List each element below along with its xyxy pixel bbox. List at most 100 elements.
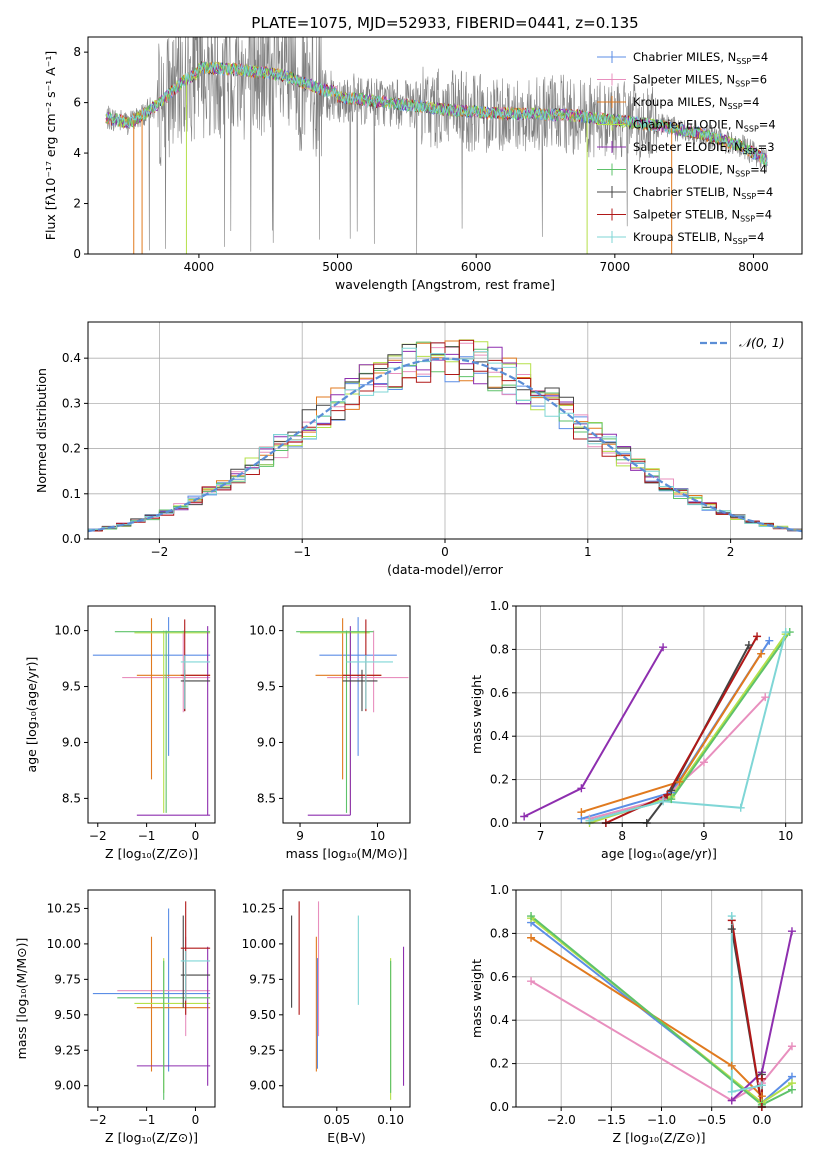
series-kroupa-miles	[530, 936, 763, 1097]
y-tick-label: 0.6	[490, 686, 509, 700]
y-tick-label: 0.4	[490, 729, 509, 743]
marker-kroupa-stelib	[727, 912, 736, 921]
y-tick-label: 9.75	[249, 972, 276, 986]
plot-area	[92, 901, 211, 1100]
y-tick-label: 0.2	[490, 773, 509, 787]
x-tick-label: −1	[138, 1113, 156, 1127]
y-tick-label: 8.5	[257, 791, 276, 805]
marker-kroupa-miles	[527, 933, 536, 942]
x-tick-label: 9	[700, 829, 708, 843]
y-tick-label: 10.0	[249, 624, 276, 638]
panel-age_vs_mass: 9 10 8.5 9.0 9.5 10.0 mass [log₁₀(M/M⊙)]	[249, 605, 411, 861]
y-tick-label: 8.5	[62, 791, 81, 805]
plot-area	[530, 915, 793, 1107]
axes-frame	[87, 889, 216, 1108]
y-tick-label: 0.2	[62, 442, 81, 456]
x-axis-label: E(B-V)	[327, 1130, 366, 1145]
y-tick-label: 0.0	[490, 1100, 509, 1114]
legend-entry: Salpeter MILES, NSSP=6	[633, 73, 767, 89]
y-tick-label: 9.0	[62, 735, 81, 749]
y-tick-label: 9.5	[62, 680, 81, 694]
x-tick-label: 5000	[322, 260, 353, 274]
y-tick-label: 9.75	[54, 972, 81, 986]
x-tick-label: −2.0	[547, 1113, 576, 1127]
x-axis-label: (data-model)/error	[387, 562, 504, 577]
y-tick-label: 1.0	[490, 883, 509, 897]
marker-kroupa-elodie	[787, 1085, 796, 1094]
x-tick-label: 10	[370, 829, 385, 843]
x-tick-label: −1.0	[647, 1113, 676, 1127]
x-axis-label: Z [log₁₀(Z/Z⊙)]	[105, 1130, 198, 1145]
x-tick-label: 0	[441, 545, 449, 559]
panel-mass_vs_ebv: 0.05 0.10 9.00 9.25 9.50 9.75 10.00 10.25 E(B-V)	[242, 889, 411, 1145]
y-tick-label: 9.00	[249, 1079, 276, 1093]
marker-salpeter-miles	[527, 977, 536, 986]
x-tick-label: 0.10	[377, 1113, 404, 1127]
marker-chabrier-stelib	[667, 786, 676, 795]
series-salpeter-elodie	[523, 646, 664, 818]
marker-salpeter-elodie	[659, 643, 668, 652]
marker-kroupa-elodie	[527, 912, 536, 921]
legend-entry: Salpeter ELODIE, NSSP=3	[633, 140, 775, 156]
plot-area	[296, 617, 409, 816]
y-tick-label: 0.6	[490, 970, 509, 984]
x-tick-label: 9	[296, 829, 304, 843]
marker-kroupa-stelib	[659, 797, 668, 806]
y-axis-label: Flux [fλ10⁻¹⁷ erg cm⁻² s⁻¹ A⁻¹]	[43, 51, 58, 240]
marker-kroupa-miles	[727, 1061, 736, 1070]
y-tick-label: 10.0	[54, 624, 81, 638]
y-tick-label: 0.0	[490, 816, 509, 830]
marker-salpeter-elodie	[727, 1096, 736, 1105]
y-axis-label: mass weight	[469, 959, 484, 1038]
x-tick-label: 4000	[184, 260, 215, 274]
marker-salpeter-miles	[699, 758, 708, 767]
y-tick-label: 0.2	[490, 1057, 509, 1071]
axes-frame	[87, 36, 803, 255]
marker-salpeter-elodie	[787, 927, 796, 936]
y-tick-label: 9.25	[54, 1043, 81, 1057]
x-tick-label: −0.5	[697, 1113, 726, 1127]
y-tick-label: 10.25	[242, 901, 276, 915]
y-axis-label: age [log₁₀(age/yr)]	[24, 657, 39, 773]
y-tick-label: 2	[73, 197, 81, 211]
x-tick-label: 10	[778, 829, 793, 843]
x-tick-label: 7000	[600, 260, 631, 274]
x-tick-label: 6000	[461, 260, 492, 274]
x-tick-label: 1	[584, 545, 592, 559]
legend-entry: Kroupa STELIB, NSSP=4	[633, 230, 764, 246]
axes-frame	[282, 889, 411, 1108]
x-tick-label: −1	[138, 829, 156, 843]
x-tick-label: 0	[192, 1113, 200, 1127]
legend-entry: Chabrier MILES, NSSP=4	[633, 50, 768, 66]
panel-massweight_vs_age: 7 8 9 10 0.0 0.2 0.4 0.6 0.8 1.0 age [log₁₀(age/yr…	[469, 599, 803, 861]
marker-salpeter-stelib	[663, 790, 672, 799]
series-salpeter-stelib	[730, 920, 763, 1107]
y-tick-label: 8	[73, 45, 81, 59]
axes-frame	[515, 605, 803, 824]
marker-kroupa-stelib	[736, 803, 745, 812]
y-tick-label: 0.8	[490, 926, 509, 940]
panel-age_vs_Z: −2 −1 0 8.5 9.0 9.5 10.0 Z [log₁₀(Z/Z⊙)] age [lo…	[24, 605, 216, 861]
x-tick-label: 8	[618, 829, 626, 843]
axes-frame	[87, 321, 803, 540]
y-tick-label: 9.0	[257, 735, 276, 749]
y-tick-label: 9.5	[257, 680, 276, 694]
model-kroupa-elodie	[105, 61, 768, 168]
marker-salpeter-miles	[787, 1042, 796, 1051]
legend-entry: Kroupa ELODIE, NSSP=4	[633, 163, 767, 179]
y-tick-label: 1.0	[490, 599, 509, 613]
plot-area	[291, 901, 405, 1100]
x-tick-label: 8000	[738, 260, 769, 274]
marker-kroupa-stelib	[727, 1087, 736, 1096]
y-tick-label: 9.25	[249, 1043, 276, 1057]
legend-entry: Chabrier ELODIE, NSSP=4	[633, 118, 776, 134]
x-tick-label: −1	[293, 545, 311, 559]
marker-chabrier-stelib	[744, 641, 753, 650]
plot-area	[523, 631, 791, 823]
x-axis-label: age [log₁₀(age/yr)]	[601, 846, 717, 861]
marker-kroupa-elodie	[667, 795, 676, 804]
marker-kroupa-miles	[675, 777, 684, 786]
legend: Chabrier MILES, NSSP=4 Salpeter MILES, NS…	[597, 50, 776, 246]
model-kroupa-stelib	[105, 61, 768, 167]
